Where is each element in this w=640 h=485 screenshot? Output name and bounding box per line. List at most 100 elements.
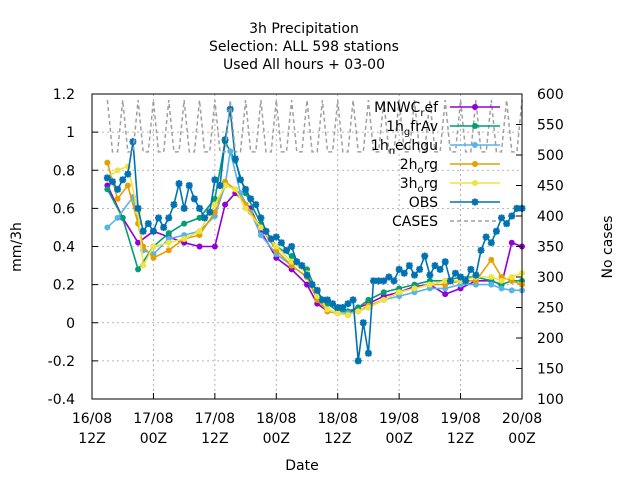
y2-tick-label: 450	[537, 179, 564, 195]
data-point-mnwc-ref	[135, 239, 142, 246]
data-point-obs	[149, 227, 157, 235]
data-point-mnwc-ref	[508, 239, 515, 246]
data-point-3h-org	[365, 304, 372, 311]
data-point-obs	[221, 136, 229, 144]
y-tick-label: 0.6	[53, 201, 75, 217]
y2-tick-label: 400	[537, 209, 564, 225]
data-point-obs	[323, 296, 331, 304]
data-point-3h-org	[344, 312, 351, 319]
data-point-obs	[329, 300, 337, 308]
x-tick-label-hour: 00Z	[140, 431, 167, 447]
x-tick-label-date: 16/08	[72, 411, 112, 427]
data-point-obs	[175, 180, 183, 188]
data-point-obs	[451, 269, 459, 277]
y2-tick-label: 600	[537, 87, 564, 103]
data-point-obs	[103, 174, 111, 182]
y-tick-label: 1	[66, 125, 75, 141]
legend-marker-1h-gfrav	[472, 123, 478, 129]
x-tick-label-hour: 00Z	[263, 431, 290, 447]
x-tick-label-date: 19/08	[379, 411, 419, 427]
series-3h-org	[104, 163, 525, 319]
data-point-mnwc-ref	[222, 201, 229, 208]
data-point-obs	[405, 262, 413, 270]
data-point-obs	[144, 220, 152, 228]
y-tick-label: -0.2	[48, 354, 75, 370]
data-point-obs	[436, 265, 444, 273]
data-point-2h-org	[165, 247, 172, 254]
data-point-obs	[390, 277, 398, 285]
data-point-obs	[513, 204, 521, 212]
data-point-3h-org	[257, 224, 264, 231]
legend-item-mnwc-ref: MNWCref	[374, 100, 500, 119]
data-point-obs	[247, 195, 255, 203]
legend-marker-1h-nechgu	[472, 142, 478, 148]
data-point-obs	[129, 138, 137, 146]
data-point-obs	[359, 319, 367, 327]
data-point-3h-org	[488, 274, 495, 280]
data-point-3h-org	[165, 239, 172, 246]
chart-title-line-2: Selection: ALL 598 stations	[209, 39, 399, 55]
data-point-3h-org	[211, 201, 218, 208]
data-point-3h-org	[442, 277, 449, 284]
data-point-1h-nechgu	[257, 232, 264, 239]
data-point-obs	[380, 277, 388, 285]
data-point-obs	[441, 258, 449, 266]
data-point-obs	[206, 208, 214, 216]
data-point-3h-org	[508, 274, 515, 280]
data-point-1h-nechgu	[227, 148, 234, 155]
data-point-obs	[288, 243, 296, 250]
data-point-mnwc-ref	[196, 243, 203, 250]
data-point-obs	[354, 357, 362, 365]
data-point-obs	[196, 204, 203, 212]
data-point-obs	[257, 214, 265, 222]
y-tick-label: 1.2	[53, 87, 75, 103]
series-line-cases	[106, 100, 523, 153]
legend-marker-3h-org	[472, 180, 478, 186]
data-point-obs	[231, 155, 239, 163]
data-point-obs	[201, 214, 209, 222]
data-point-2h-org	[124, 182, 131, 189]
data-point-obs	[477, 246, 485, 254]
data-point-obs	[349, 296, 357, 304]
legend-label-1h-gfrav: 1hgfrAv	[386, 119, 438, 138]
y2-tick-label: 150	[537, 362, 564, 378]
data-point-obs	[242, 185, 250, 193]
chart-title-line-1: 3h Precipitation	[249, 21, 359, 37]
legend-label-2h-org: 2horg	[400, 157, 438, 176]
ticks: -0.4 -0.2 0 0.2 0.4 0.6 0.8 1 1.2 100 150 200 250 300…	[48, 87, 564, 447]
data-point-obs	[180, 204, 188, 212]
x-tick-label-hour: 12Z	[201, 431, 228, 447]
x-tick-label-date: 18/08	[256, 411, 296, 427]
data-point-1h-gfrav	[288, 253, 295, 260]
legend-marker-obs	[471, 198, 479, 206]
data-point-obs	[482, 233, 490, 241]
data-point-mnwc-ref	[211, 243, 218, 250]
data-point-3h-org	[396, 289, 403, 296]
y-tick-label: 0	[66, 316, 75, 332]
data-point-obs	[190, 195, 198, 203]
x-tick-label-hour: 12Z	[447, 431, 474, 447]
data-point-obs	[508, 212, 516, 220]
data-point-obs	[119, 176, 127, 184]
legend-marker-mnwc-ref	[472, 104, 478, 110]
data-point-obs	[395, 265, 403, 273]
data-point-obs	[124, 170, 132, 178]
x-tick-label-date: 17/08	[195, 411, 235, 427]
data-point-3h-org	[324, 306, 331, 313]
legend-label-1h-nechgu: 1hnechgu	[371, 138, 438, 157]
legend-label-mnwc-ref: MNWCref	[374, 100, 439, 119]
data-point-obs	[421, 252, 429, 260]
data-point-3h-org	[355, 308, 362, 315]
data-point-1h-nechgu	[498, 285, 505, 292]
data-point-obs	[155, 214, 163, 222]
x-tick-label-hour: 00Z	[508, 431, 535, 447]
y2-axis-label: No cases	[600, 216, 616, 279]
data-point-obs	[165, 214, 173, 222]
legend-item-3h-org: 3horg	[400, 176, 500, 195]
y2-tick-label: 300	[537, 270, 564, 286]
data-point-3h-org	[411, 285, 418, 292]
data-point-1h-gfrav	[135, 266, 142, 273]
data-point-obs	[487, 239, 495, 247]
data-point-3h-org	[140, 262, 147, 269]
y2-tick-label: 200	[537, 331, 564, 347]
